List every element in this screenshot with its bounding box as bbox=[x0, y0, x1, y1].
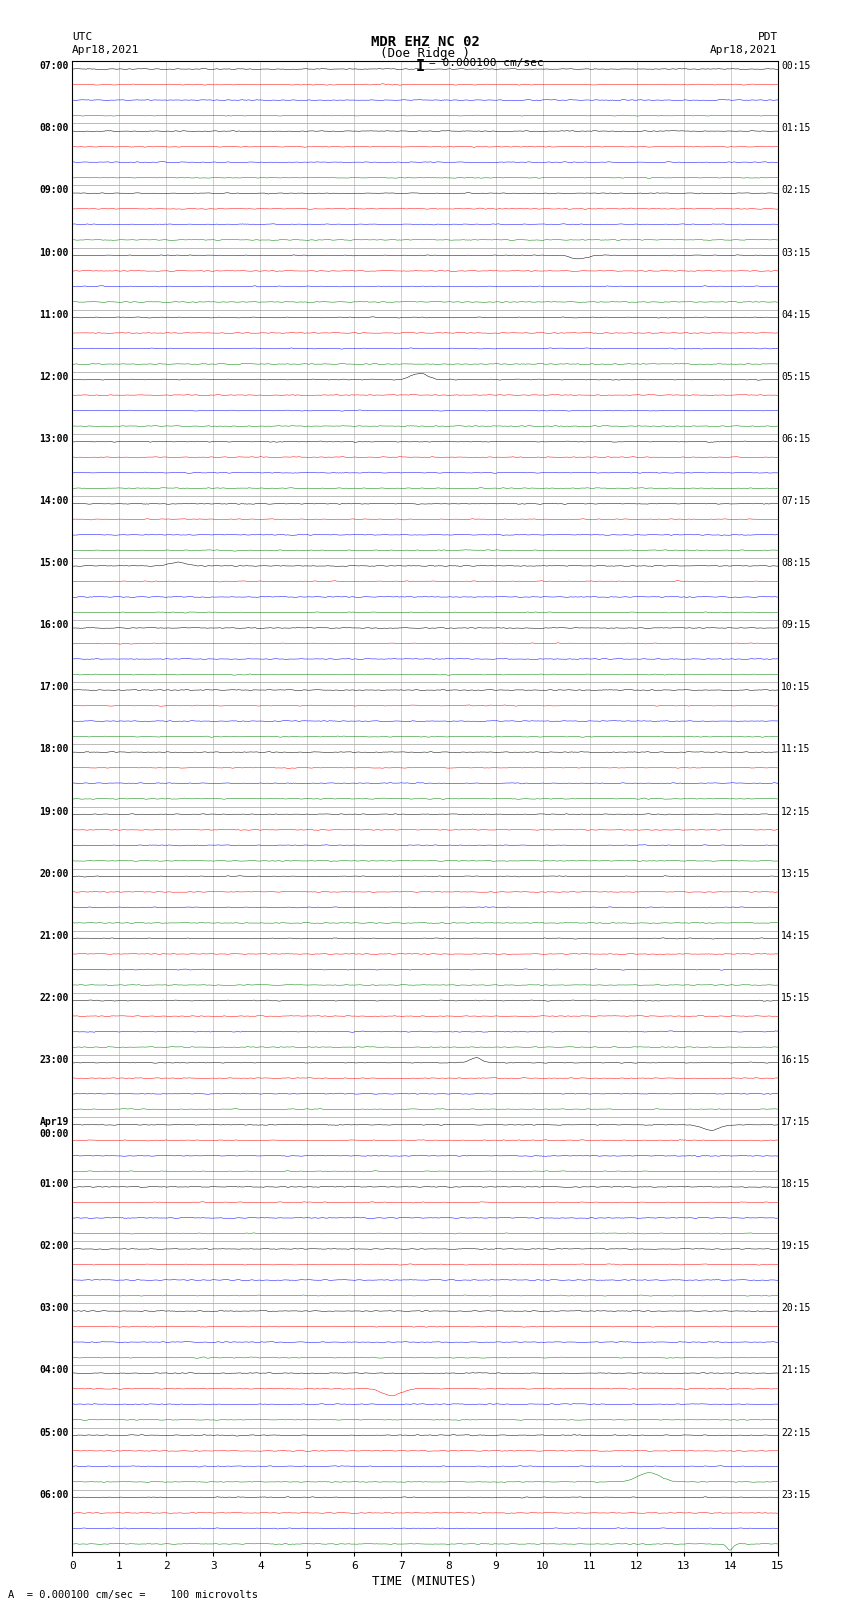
Text: 21:00: 21:00 bbox=[39, 931, 69, 940]
Text: 12:15: 12:15 bbox=[781, 806, 811, 816]
Text: 07:15: 07:15 bbox=[781, 497, 811, 506]
Text: 06:00: 06:00 bbox=[39, 1490, 69, 1500]
Text: 06:15: 06:15 bbox=[781, 434, 811, 444]
Text: 21:15: 21:15 bbox=[781, 1365, 811, 1376]
Text: I: I bbox=[416, 58, 425, 74]
Text: 18:15: 18:15 bbox=[781, 1179, 811, 1189]
Text: Apr18,2021: Apr18,2021 bbox=[711, 45, 778, 55]
Text: Apr19
00:00: Apr19 00:00 bbox=[39, 1118, 69, 1139]
Text: 15:00: 15:00 bbox=[39, 558, 69, 568]
Text: = 0.000100 cm/sec: = 0.000100 cm/sec bbox=[429, 58, 544, 68]
Text: UTC: UTC bbox=[72, 32, 93, 42]
Text: 02:00: 02:00 bbox=[39, 1242, 69, 1252]
Text: 01:15: 01:15 bbox=[781, 124, 811, 134]
Text: 17:15: 17:15 bbox=[781, 1118, 811, 1127]
Text: PDT: PDT bbox=[757, 32, 778, 42]
Text: 05:00: 05:00 bbox=[39, 1428, 69, 1437]
Text: 14:15: 14:15 bbox=[781, 931, 811, 940]
Text: 23:15: 23:15 bbox=[781, 1490, 811, 1500]
Text: A  = 0.000100 cm/sec =    100 microvolts: A = 0.000100 cm/sec = 100 microvolts bbox=[8, 1590, 258, 1600]
Text: 08:00: 08:00 bbox=[39, 124, 69, 134]
Text: 07:00: 07:00 bbox=[39, 61, 69, 71]
Text: 11:15: 11:15 bbox=[781, 745, 811, 755]
Text: 05:15: 05:15 bbox=[781, 373, 811, 382]
Text: 04:15: 04:15 bbox=[781, 310, 811, 319]
Text: 03:00: 03:00 bbox=[39, 1303, 69, 1313]
Text: 04:00: 04:00 bbox=[39, 1365, 69, 1376]
Text: 19:00: 19:00 bbox=[39, 806, 69, 816]
Text: 22:00: 22:00 bbox=[39, 994, 69, 1003]
Text: 01:00: 01:00 bbox=[39, 1179, 69, 1189]
Text: 00:15: 00:15 bbox=[781, 61, 811, 71]
Text: 16:15: 16:15 bbox=[781, 1055, 811, 1065]
Text: 09:15: 09:15 bbox=[781, 621, 811, 631]
Text: 22:15: 22:15 bbox=[781, 1428, 811, 1437]
Text: 10:00: 10:00 bbox=[39, 248, 69, 258]
Text: 13:00: 13:00 bbox=[39, 434, 69, 444]
Text: 14:00: 14:00 bbox=[39, 497, 69, 506]
Text: 23:00: 23:00 bbox=[39, 1055, 69, 1065]
Text: 10:15: 10:15 bbox=[781, 682, 811, 692]
Text: 11:00: 11:00 bbox=[39, 310, 69, 319]
Text: 02:15: 02:15 bbox=[781, 185, 811, 195]
Text: 20:00: 20:00 bbox=[39, 869, 69, 879]
Text: 16:00: 16:00 bbox=[39, 621, 69, 631]
Text: 08:15: 08:15 bbox=[781, 558, 811, 568]
Text: MDR EHZ NC 02: MDR EHZ NC 02 bbox=[371, 35, 479, 48]
X-axis label: TIME (MINUTES): TIME (MINUTES) bbox=[372, 1574, 478, 1587]
Text: 09:00: 09:00 bbox=[39, 185, 69, 195]
Text: 18:00: 18:00 bbox=[39, 745, 69, 755]
Text: (Doe Ridge ): (Doe Ridge ) bbox=[380, 47, 470, 60]
Text: 13:15: 13:15 bbox=[781, 869, 811, 879]
Text: 03:15: 03:15 bbox=[781, 248, 811, 258]
Text: 15:15: 15:15 bbox=[781, 994, 811, 1003]
Text: 12:00: 12:00 bbox=[39, 373, 69, 382]
Text: 17:00: 17:00 bbox=[39, 682, 69, 692]
Text: 19:15: 19:15 bbox=[781, 1242, 811, 1252]
Text: Apr18,2021: Apr18,2021 bbox=[72, 45, 139, 55]
Text: 20:15: 20:15 bbox=[781, 1303, 811, 1313]
